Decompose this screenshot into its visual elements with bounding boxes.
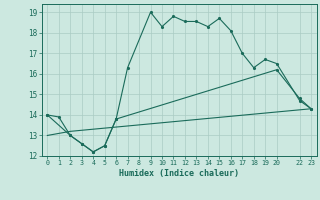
X-axis label: Humidex (Indice chaleur): Humidex (Indice chaleur) xyxy=(119,169,239,178)
